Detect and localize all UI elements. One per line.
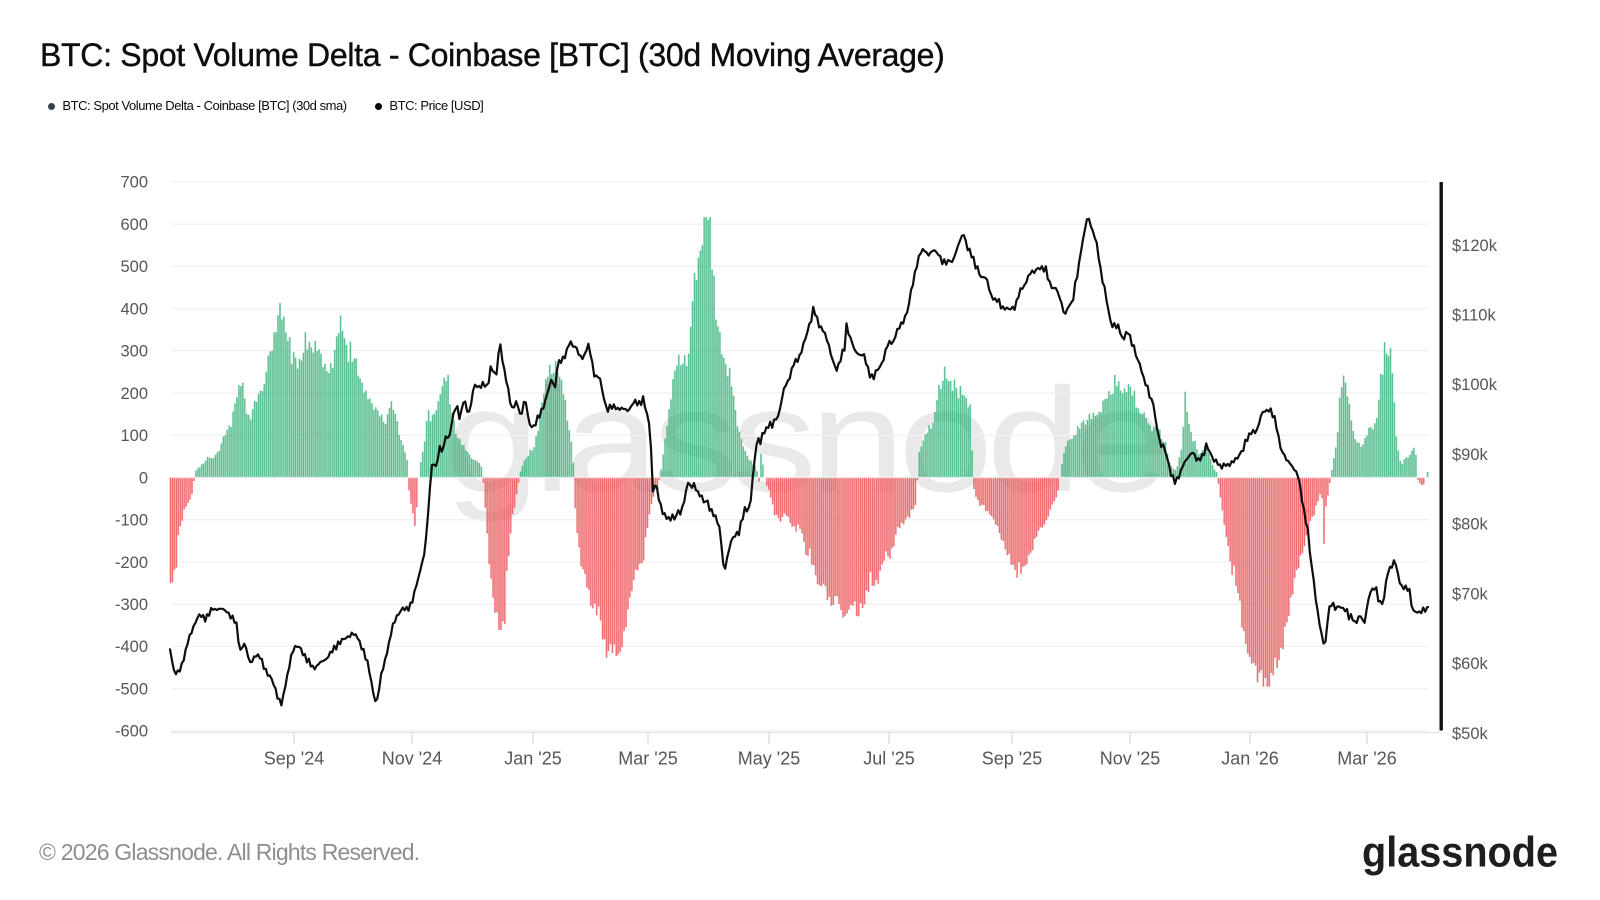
svg-text:-600: -600	[115, 723, 148, 741]
svg-text:Jan '26: Jan '26	[1221, 749, 1278, 769]
svg-text:200: 200	[120, 385, 148, 403]
svg-text:$120k: $120k	[1452, 237, 1498, 255]
svg-text:600: 600	[120, 216, 148, 234]
svg-text:$80k: $80k	[1452, 516, 1489, 534]
svg-text:Jan '25: Jan '25	[504, 749, 561, 769]
svg-text:Nov '25: Nov '25	[1100, 749, 1160, 769]
svg-text:$110k: $110k	[1452, 307, 1496, 325]
svg-text:700: 700	[120, 174, 148, 192]
svg-text:$100k: $100k	[1452, 376, 1498, 394]
svg-text:-300: -300	[115, 596, 148, 614]
svg-text:Sep '25: Sep '25	[982, 749, 1043, 769]
svg-text:-400: -400	[115, 638, 148, 656]
svg-text:Mar '26: Mar '26	[1337, 749, 1396, 769]
svg-text:400: 400	[120, 300, 148, 318]
svg-text:Sep '24: Sep '24	[264, 749, 325, 769]
svg-text:300: 300	[120, 343, 148, 361]
svg-text:-200: -200	[115, 554, 148, 572]
svg-text:0: 0	[139, 469, 148, 487]
svg-text:-500: -500	[115, 681, 148, 699]
svg-text:glassnode: glassnode	[1362, 829, 1558, 877]
svg-text:$90k: $90k	[1452, 446, 1489, 464]
svg-text:100: 100	[120, 427, 148, 445]
svg-text:-100: -100	[115, 512, 148, 530]
svg-text:Nov '24: Nov '24	[382, 749, 442, 769]
svg-text:$50k: $50k	[1452, 725, 1489, 743]
svg-text:Jul '25: Jul '25	[863, 749, 914, 769]
svg-text:Mar '25: Mar '25	[618, 749, 677, 769]
svg-text:500: 500	[120, 258, 148, 276]
svg-text:$60k: $60k	[1452, 655, 1489, 673]
svg-text:$70k: $70k	[1452, 585, 1489, 603]
svg-text:May '25: May '25	[738, 749, 800, 769]
